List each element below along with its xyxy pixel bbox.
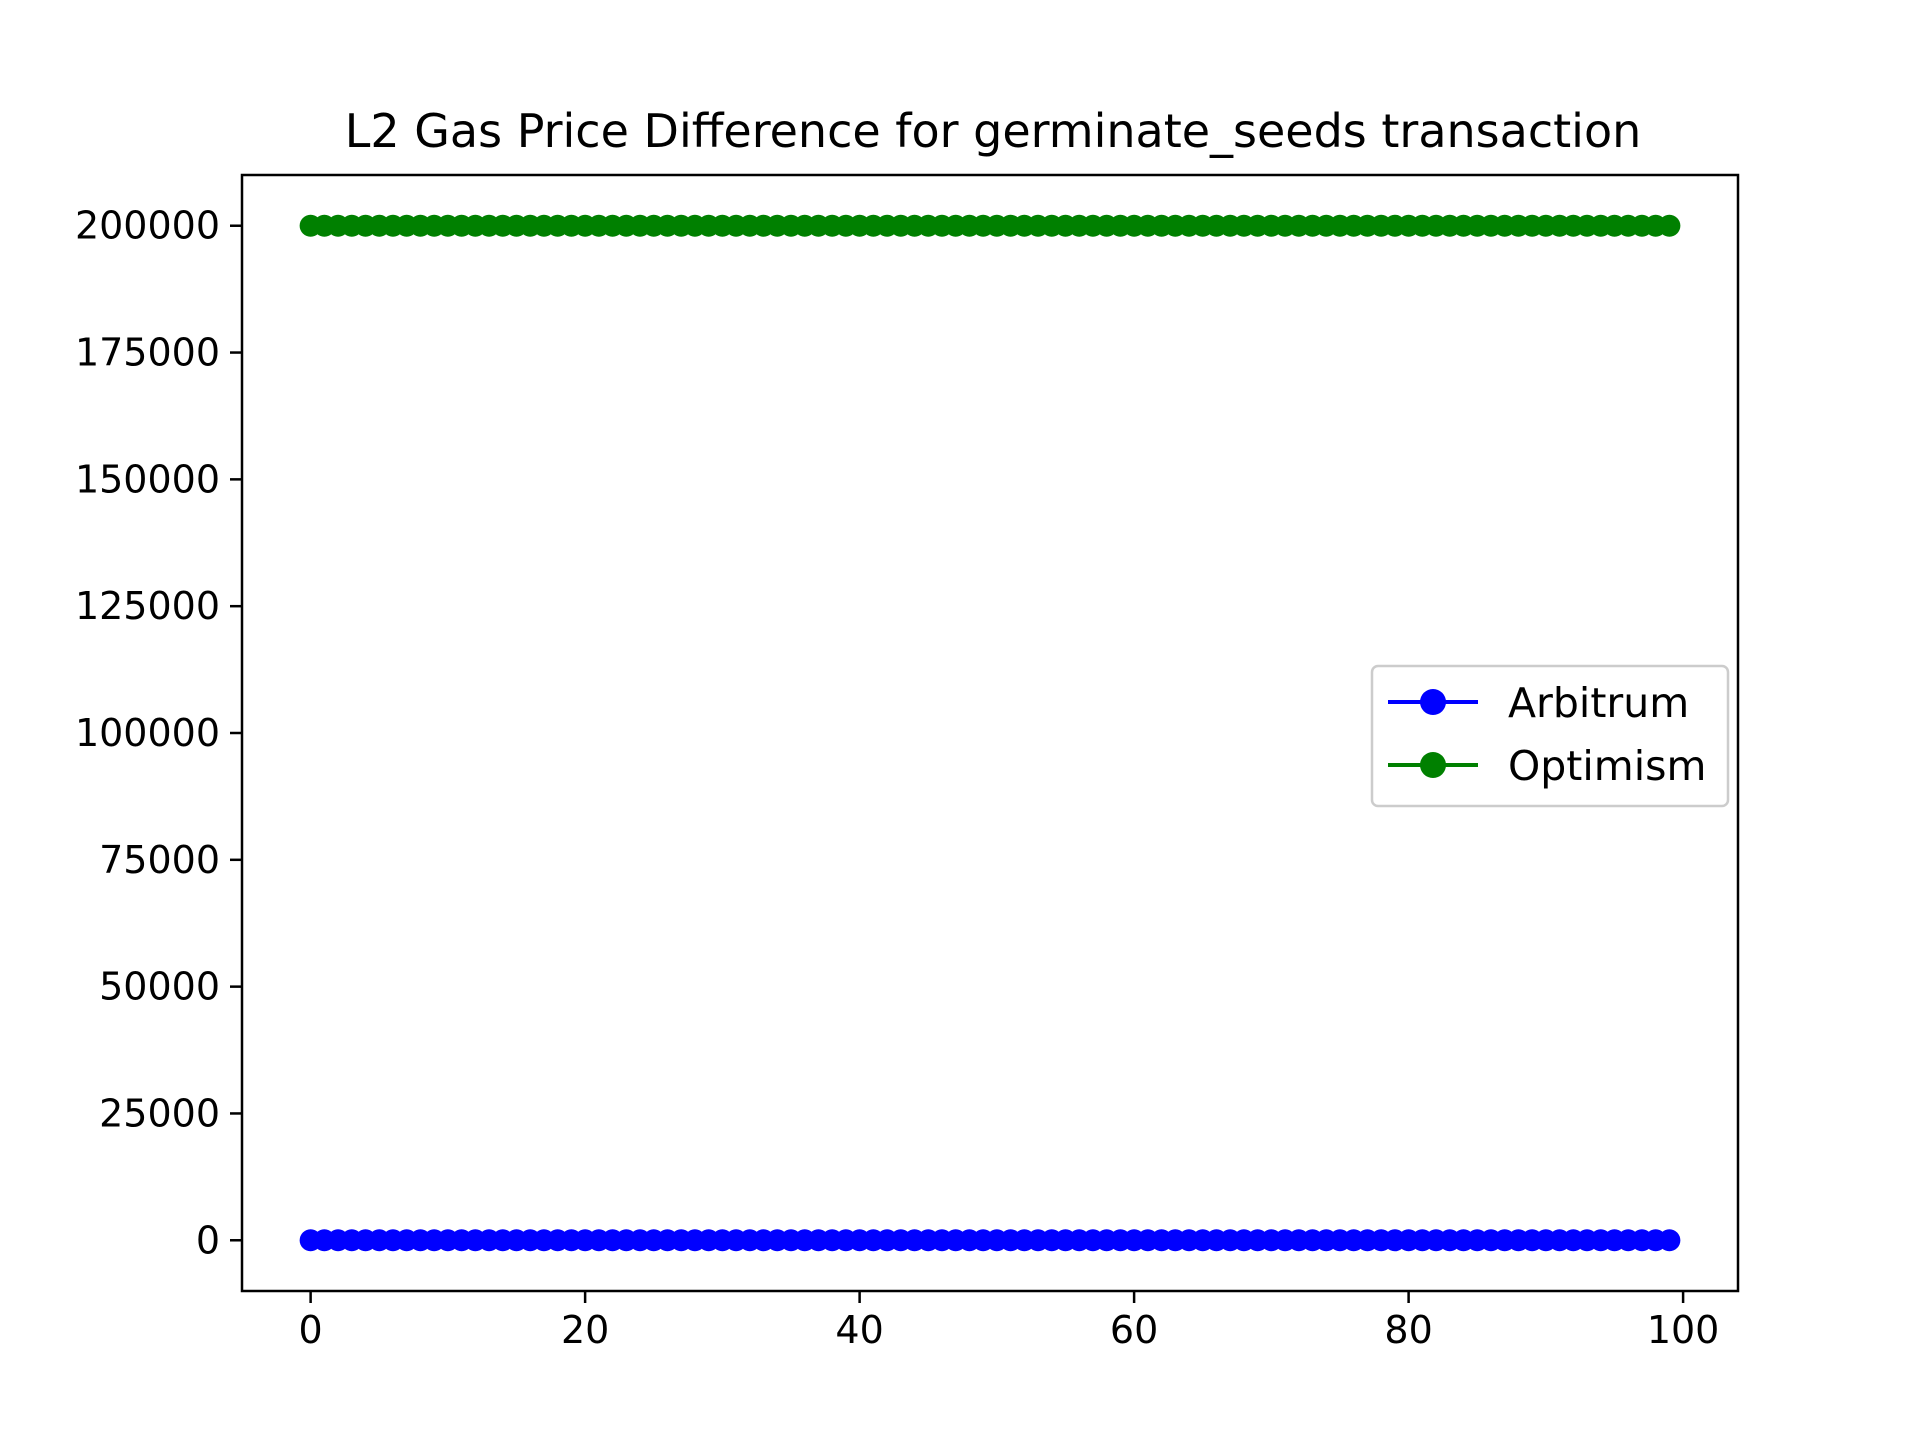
y-tick-label: 0 bbox=[196, 1218, 220, 1262]
legend-arbitrum-marker bbox=[1420, 689, 1446, 715]
legend-optimism-label: Optimism bbox=[1508, 742, 1706, 790]
y-tick-label: 100000 bbox=[75, 711, 220, 755]
x-tick-label: 80 bbox=[1384, 1308, 1432, 1352]
arbitrum-point bbox=[1658, 1229, 1681, 1252]
y-axis: 0 25000 50000 75000 100000 125000 150000 175000… bbox=[75, 204, 242, 1262]
plot-series bbox=[299, 214, 1681, 1252]
x-tick-label: 40 bbox=[835, 1308, 883, 1352]
x-tick-label: 60 bbox=[1110, 1308, 1158, 1352]
optimism-point bbox=[1658, 214, 1681, 237]
y-tick-label: 200000 bbox=[75, 204, 220, 248]
y-tick-label: 125000 bbox=[75, 584, 220, 628]
legend-optimism-marker bbox=[1420, 752, 1446, 778]
y-tick-label: 75000 bbox=[99, 838, 220, 882]
legend-arbitrum-label: Arbitrum bbox=[1508, 679, 1689, 727]
x-axis: 0 20 40 60 80 100 bbox=[299, 1291, 1720, 1352]
y-tick-label: 175000 bbox=[75, 331, 220, 375]
chart-title: L2 Gas Price Difference for germinate_se… bbox=[345, 104, 1642, 158]
legend: Arbitrum Optimism bbox=[1370, 664, 1730, 808]
y-tick-label: 50000 bbox=[99, 965, 220, 1009]
x-tick-label: 0 bbox=[299, 1308, 323, 1352]
x-tick-label: 100 bbox=[1647, 1308, 1720, 1352]
y-tick-label: 25000 bbox=[99, 1091, 220, 1135]
y-tick-label: 150000 bbox=[75, 457, 220, 501]
x-tick-label: 20 bbox=[561, 1308, 609, 1352]
plot-frame bbox=[240, 173, 1740, 1293]
